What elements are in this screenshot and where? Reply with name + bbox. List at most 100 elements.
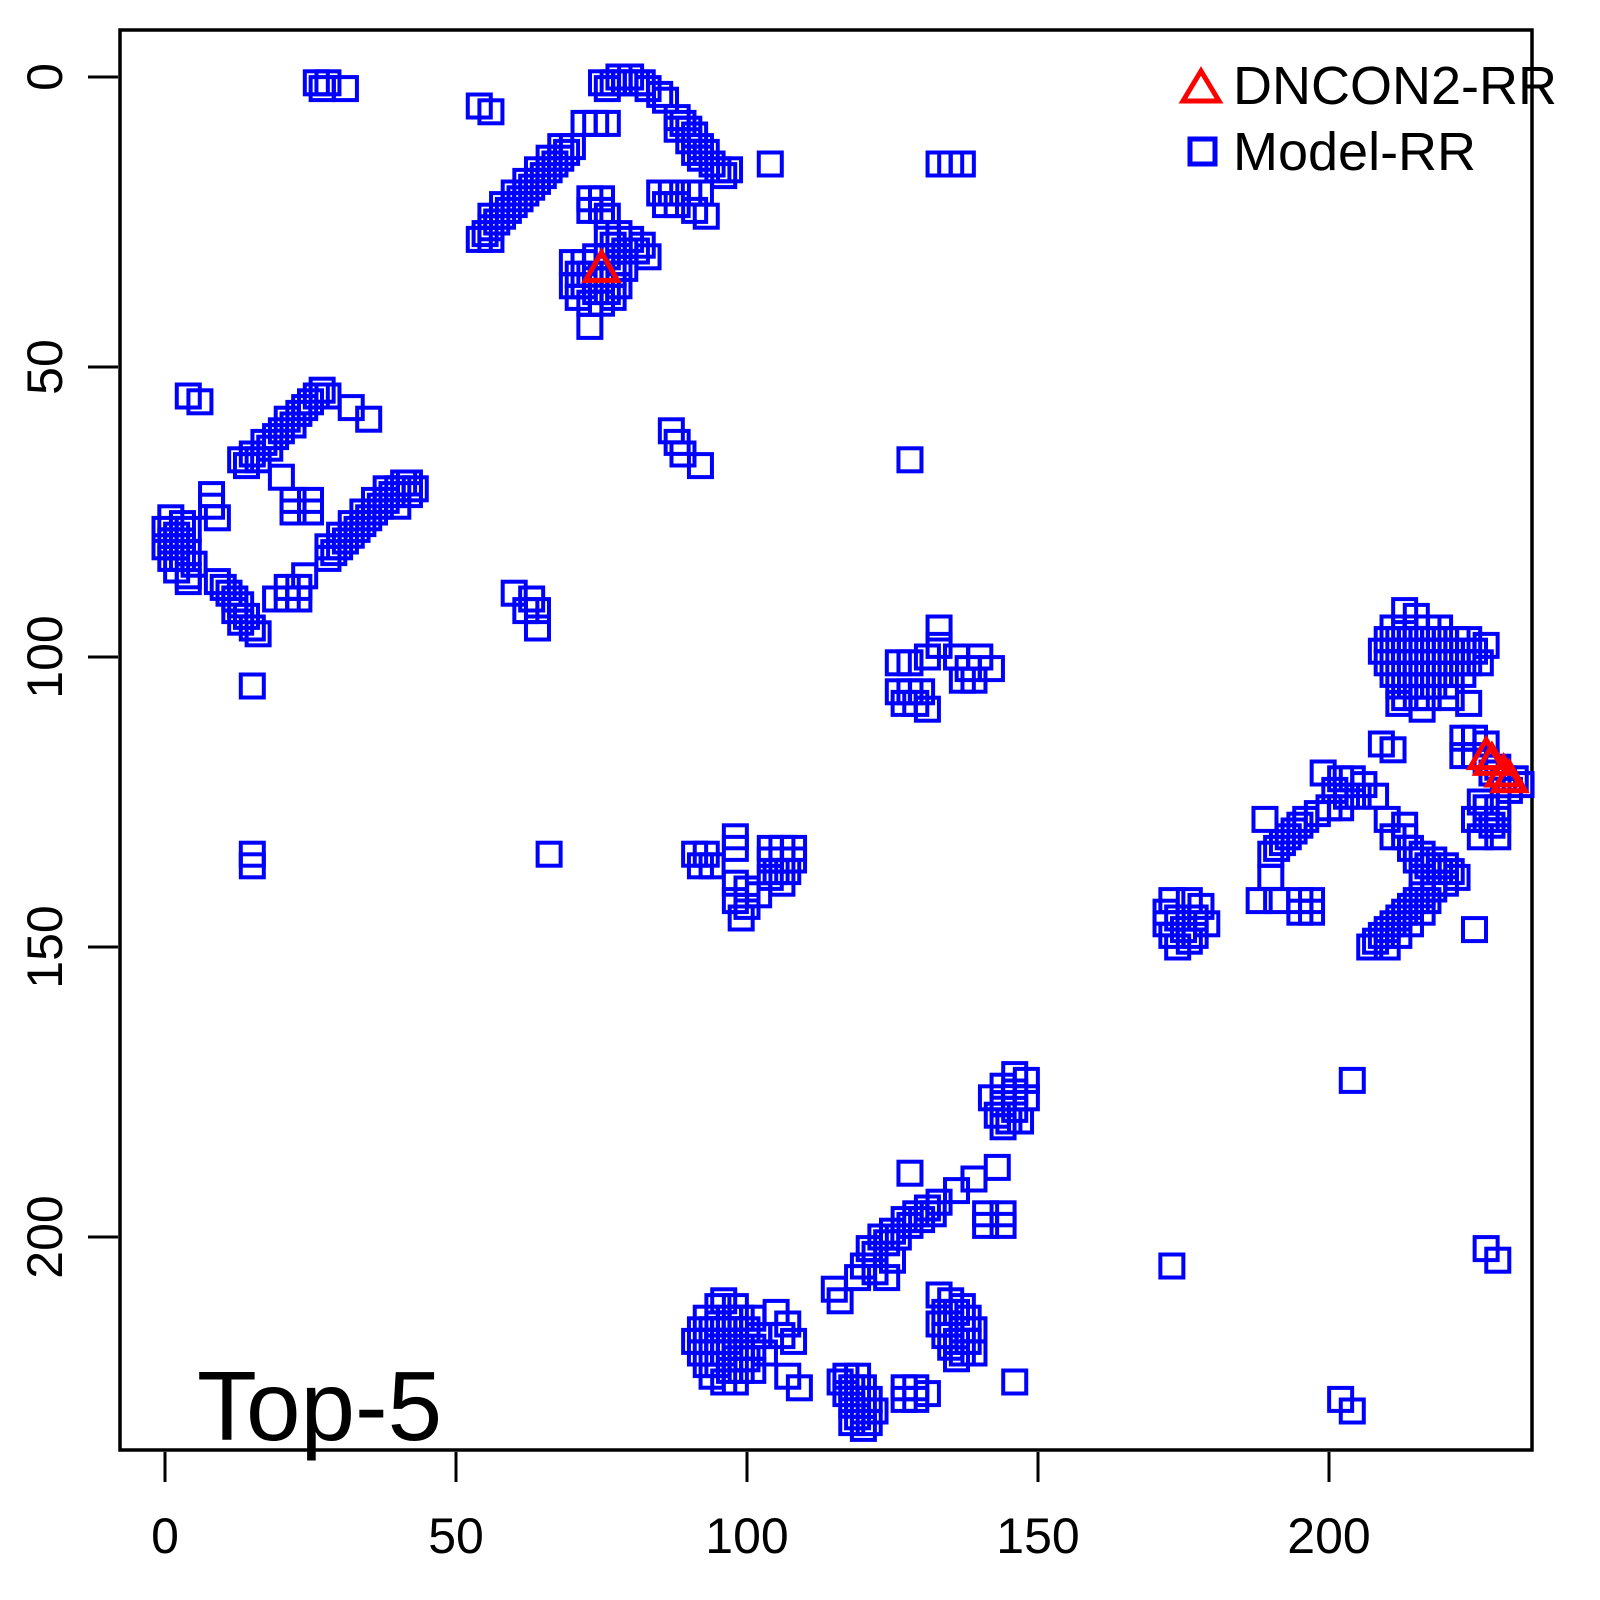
model-rr-square — [244, 620, 272, 648]
model-rr-square — [721, 834, 749, 862]
model-rr-square — [1263, 834, 1291, 862]
model-rr-square — [355, 405, 383, 433]
y-tick-label: 0 — [17, 63, 73, 91]
model-rr-square — [925, 614, 953, 642]
model-rr-square — [721, 1368, 749, 1396]
model-rr-square — [646, 80, 674, 108]
model-rr-square — [1158, 1252, 1186, 1280]
model-rr-square — [297, 498, 324, 526]
model-rr-square — [535, 840, 563, 868]
x-tick-label: 50 — [428, 1508, 484, 1564]
model-rr-square — [1356, 933, 1384, 961]
model-rr-square — [1338, 1397, 1366, 1425]
model-rr-square — [686, 452, 714, 480]
model-rr-square — [1251, 805, 1279, 833]
model-rr-square — [267, 463, 295, 491]
model-rr-square — [1298, 898, 1326, 926]
model-rr-square — [785, 1374, 813, 1402]
model-rr-square — [716, 156, 744, 184]
x-tick-label: 200 — [1287, 1508, 1370, 1564]
model-rr-square — [692, 202, 720, 230]
x-tick-label: 100 — [705, 1508, 788, 1564]
model-rr-square — [896, 649, 924, 677]
model-rr-square — [960, 1339, 988, 1367]
model-rr-square — [232, 452, 260, 480]
model-rr-square — [1263, 887, 1291, 915]
x-axis-ticks: 0 50 100 150 200 — [151, 1452, 1371, 1564]
model-rr-square — [1007, 1107, 1035, 1135]
model-rr-square — [663, 191, 691, 219]
model-rr-square — [203, 504, 231, 532]
model-rr-square — [1466, 823, 1494, 851]
model-rr-square — [1472, 631, 1500, 659]
model-rr-square — [1257, 863, 1285, 891]
model-rr-square — [227, 446, 255, 474]
model-rr-square — [855, 1409, 883, 1437]
model-rr-square — [913, 1380, 941, 1408]
dncon2-rr-points — [581, 247, 1530, 794]
model-rr-square — [331, 75, 359, 103]
y-tick-label: 150 — [17, 905, 73, 988]
plot-frame — [118, 28, 1534, 1452]
x-tick-label: 150 — [996, 1508, 1079, 1564]
model-rr-square — [279, 498, 307, 526]
model-rr-square — [238, 614, 266, 642]
y-tick-label: 200 — [17, 1195, 73, 1278]
model-rr-square — [471, 220, 499, 248]
legend-triangle-icon — [1178, 66, 1224, 104]
model-rr-square — [756, 150, 784, 178]
model-rr-square — [913, 695, 941, 723]
model-rr-square — [1001, 1368, 1029, 1396]
model-rr-square — [593, 109, 621, 137]
model-rr-square — [943, 1345, 971, 1373]
model-rr-square — [989, 1211, 1017, 1239]
model-rr-square — [698, 852, 726, 880]
model-rr-square — [523, 614, 551, 642]
model-rr-square — [948, 666, 976, 694]
model-rr-square — [1164, 933, 1192, 961]
model-rr-square — [1455, 689, 1483, 717]
model-rr-square — [1245, 887, 1273, 915]
model-rr-square — [1437, 684, 1465, 712]
legend-square-icon — [1187, 136, 1218, 167]
model-rr-square — [826, 1287, 854, 1315]
model-rr-square — [948, 150, 976, 178]
model-rr-square — [285, 585, 313, 613]
model-rr-square — [384, 492, 412, 520]
model-rr-square — [896, 1159, 924, 1187]
model-rr-square — [1484, 823, 1512, 851]
model-rr-square — [1466, 788, 1494, 816]
model-rr-square — [873, 1264, 901, 1292]
y-axis-ticks: 0 50 100 150 200 — [17, 63, 118, 1279]
model-rr-square — [523, 597, 551, 625]
model-rr-square — [972, 1211, 1000, 1239]
dncon2-rr-triangle — [1489, 757, 1530, 794]
model-rr-square — [727, 904, 755, 932]
model-rr-square — [1379, 736, 1407, 764]
model-rr-square — [780, 1327, 808, 1355]
model-rr-square — [314, 69, 342, 97]
model-rr-square — [1373, 805, 1401, 833]
model-rr-square — [465, 225, 493, 253]
model-rr-square — [477, 98, 505, 126]
model-rr-square — [576, 312, 604, 340]
legend-label-model: Model-RR — [1233, 122, 1476, 182]
model-rr-square — [1461, 916, 1488, 944]
model-rr-square — [896, 446, 924, 474]
y-tick-label: 50 — [17, 339, 73, 395]
plot-title: Top-5 — [197, 1351, 442, 1461]
model-rr-points — [151, 63, 1535, 1442]
legend-label-dncon2: DNCON2-RR — [1233, 56, 1557, 116]
model-rr-square — [989, 1113, 1017, 1141]
model-rr-square — [913, 643, 941, 671]
model-rr-square — [1338, 1066, 1366, 1094]
model-rr-square — [983, 1153, 1011, 1181]
model-rr-square — [1461, 805, 1488, 833]
model-rr-square — [174, 568, 202, 596]
model-rr-square — [1385, 689, 1413, 717]
y-tick-label: 100 — [17, 615, 73, 698]
model-rr-square — [238, 852, 266, 880]
model-rr-square — [710, 162, 738, 190]
model-rr-square — [308, 75, 336, 103]
